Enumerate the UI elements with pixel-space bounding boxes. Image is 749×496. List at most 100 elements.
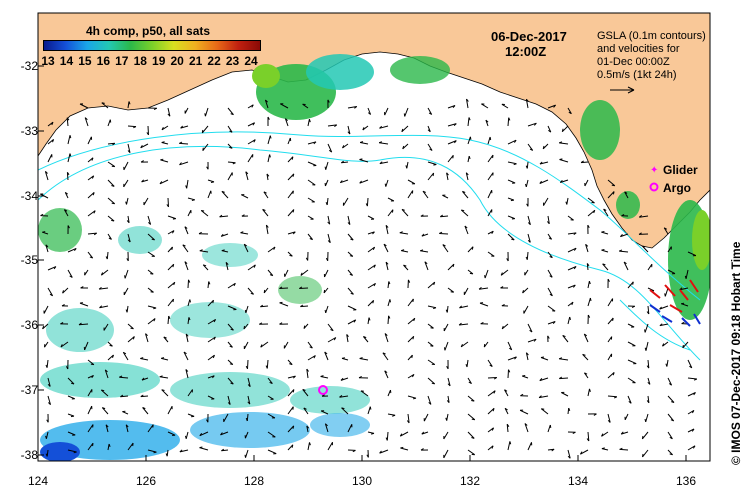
current-vector — [199, 250, 209, 253]
current-vector — [507, 233, 515, 241]
current-vector-head — [140, 160, 144, 163]
current-vector-head — [49, 293, 53, 297]
current-vector — [267, 413, 276, 419]
current-vector — [67, 395, 75, 400]
current-vector-head — [221, 448, 225, 452]
current-vector-head — [65, 366, 69, 370]
current-vector-head — [327, 240, 331, 244]
current-vector-head — [303, 325, 306, 329]
current-vector — [467, 431, 475, 439]
current-vector — [447, 140, 457, 145]
current-vector — [561, 125, 569, 133]
current-vector — [379, 125, 389, 129]
current-vector-head — [401, 128, 404, 132]
current-vector-head — [587, 314, 591, 318]
current-vector-head — [302, 388, 306, 391]
current-vector-head — [529, 148, 533, 151]
current-vector — [187, 389, 193, 397]
colorbar-tick-label: 21 — [188, 54, 203, 68]
current-vector-head — [509, 441, 512, 445]
current-vector — [401, 250, 409, 253]
current-vector — [45, 244, 49, 253]
current-vector-head — [382, 352, 386, 355]
current-vector — [627, 341, 636, 347]
current-vector-head — [601, 249, 605, 251]
current-vector — [447, 377, 451, 387]
x-tick-label: 136 — [675, 474, 697, 488]
current-vector — [504, 408, 509, 415]
current-vector — [247, 287, 254, 295]
current-vector — [123, 161, 129, 171]
current-vector — [467, 377, 472, 384]
current-vector — [287, 444, 294, 451]
current-vector-head — [51, 121, 54, 126]
current-vector-head — [693, 378, 698, 381]
current-vector-head — [42, 231, 46, 233]
current-vector-head — [586, 438, 590, 442]
current-vector-head — [185, 185, 188, 189]
current-vector — [479, 287, 489, 290]
current-vector — [103, 323, 109, 331]
current-vector — [127, 143, 131, 153]
current-vector-head — [349, 273, 353, 276]
current-vector-head — [399, 433, 403, 437]
current-vector — [347, 305, 357, 311]
current-vector — [260, 341, 269, 348]
current-vector — [67, 377, 75, 385]
current-vector-head — [420, 214, 424, 217]
current-vector — [624, 413, 629, 421]
current-vector-head — [346, 334, 349, 338]
current-vector — [427, 341, 434, 347]
current-vector — [367, 317, 370, 325]
current-vector — [623, 261, 629, 271]
current-vector-head — [385, 224, 389, 228]
current-vector — [587, 197, 595, 204]
x-tick-label: 126 — [135, 474, 157, 488]
current-vector — [587, 209, 596, 217]
current-vector-head — [669, 436, 673, 440]
current-vector-head — [501, 304, 505, 307]
current-vector-head — [267, 116, 270, 120]
current-vector-head — [140, 357, 144, 359]
current-vector-head — [427, 129, 431, 133]
current-vector-head — [670, 419, 674, 422]
current-vector-head — [366, 454, 369, 458]
current-vector-head — [182, 244, 186, 247]
current-vector — [180, 125, 189, 129]
current-vector-head — [160, 158, 164, 161]
current-vector — [107, 233, 112, 240]
current-vector-head — [522, 290, 524, 294]
gsla-legend-line4: 0.5m/s (1kt 24h) — [597, 69, 677, 81]
current-vector-head — [612, 191, 615, 195]
current-vector-head — [108, 237, 112, 240]
current-vector-head — [453, 123, 457, 127]
current-vector — [87, 157, 94, 163]
colorbar-tick-label: 24 — [244, 54, 258, 68]
current-vector — [459, 323, 469, 326]
current-vector — [447, 154, 454, 163]
current-vector-head — [141, 377, 145, 381]
current-vector — [187, 413, 195, 417]
current-vector — [243, 243, 249, 253]
current-vector — [327, 441, 333, 451]
current-vector-head — [112, 142, 116, 146]
current-vector-head — [432, 172, 435, 177]
current-vector-head — [513, 163, 517, 166]
current-vector-head — [232, 162, 236, 165]
current-vector — [667, 269, 676, 275]
colorbar-tick-label: 20 — [170, 54, 184, 68]
current-vector-head — [420, 448, 424, 451]
current-vector-head — [647, 381, 651, 385]
current-vector-head — [433, 307, 437, 310]
current-vector-head — [252, 122, 256, 126]
current-vector-head — [681, 321, 685, 325]
current-vector — [145, 333, 149, 343]
current-vector-head — [388, 315, 391, 319]
current-vector — [487, 172, 494, 181]
current-vector — [342, 197, 349, 206]
current-vector-head — [480, 321, 484, 325]
current-vector — [47, 287, 54, 297]
current-vector-head — [582, 353, 586, 356]
current-vector-head — [126, 220, 130, 224]
current-vector-head — [602, 263, 606, 266]
